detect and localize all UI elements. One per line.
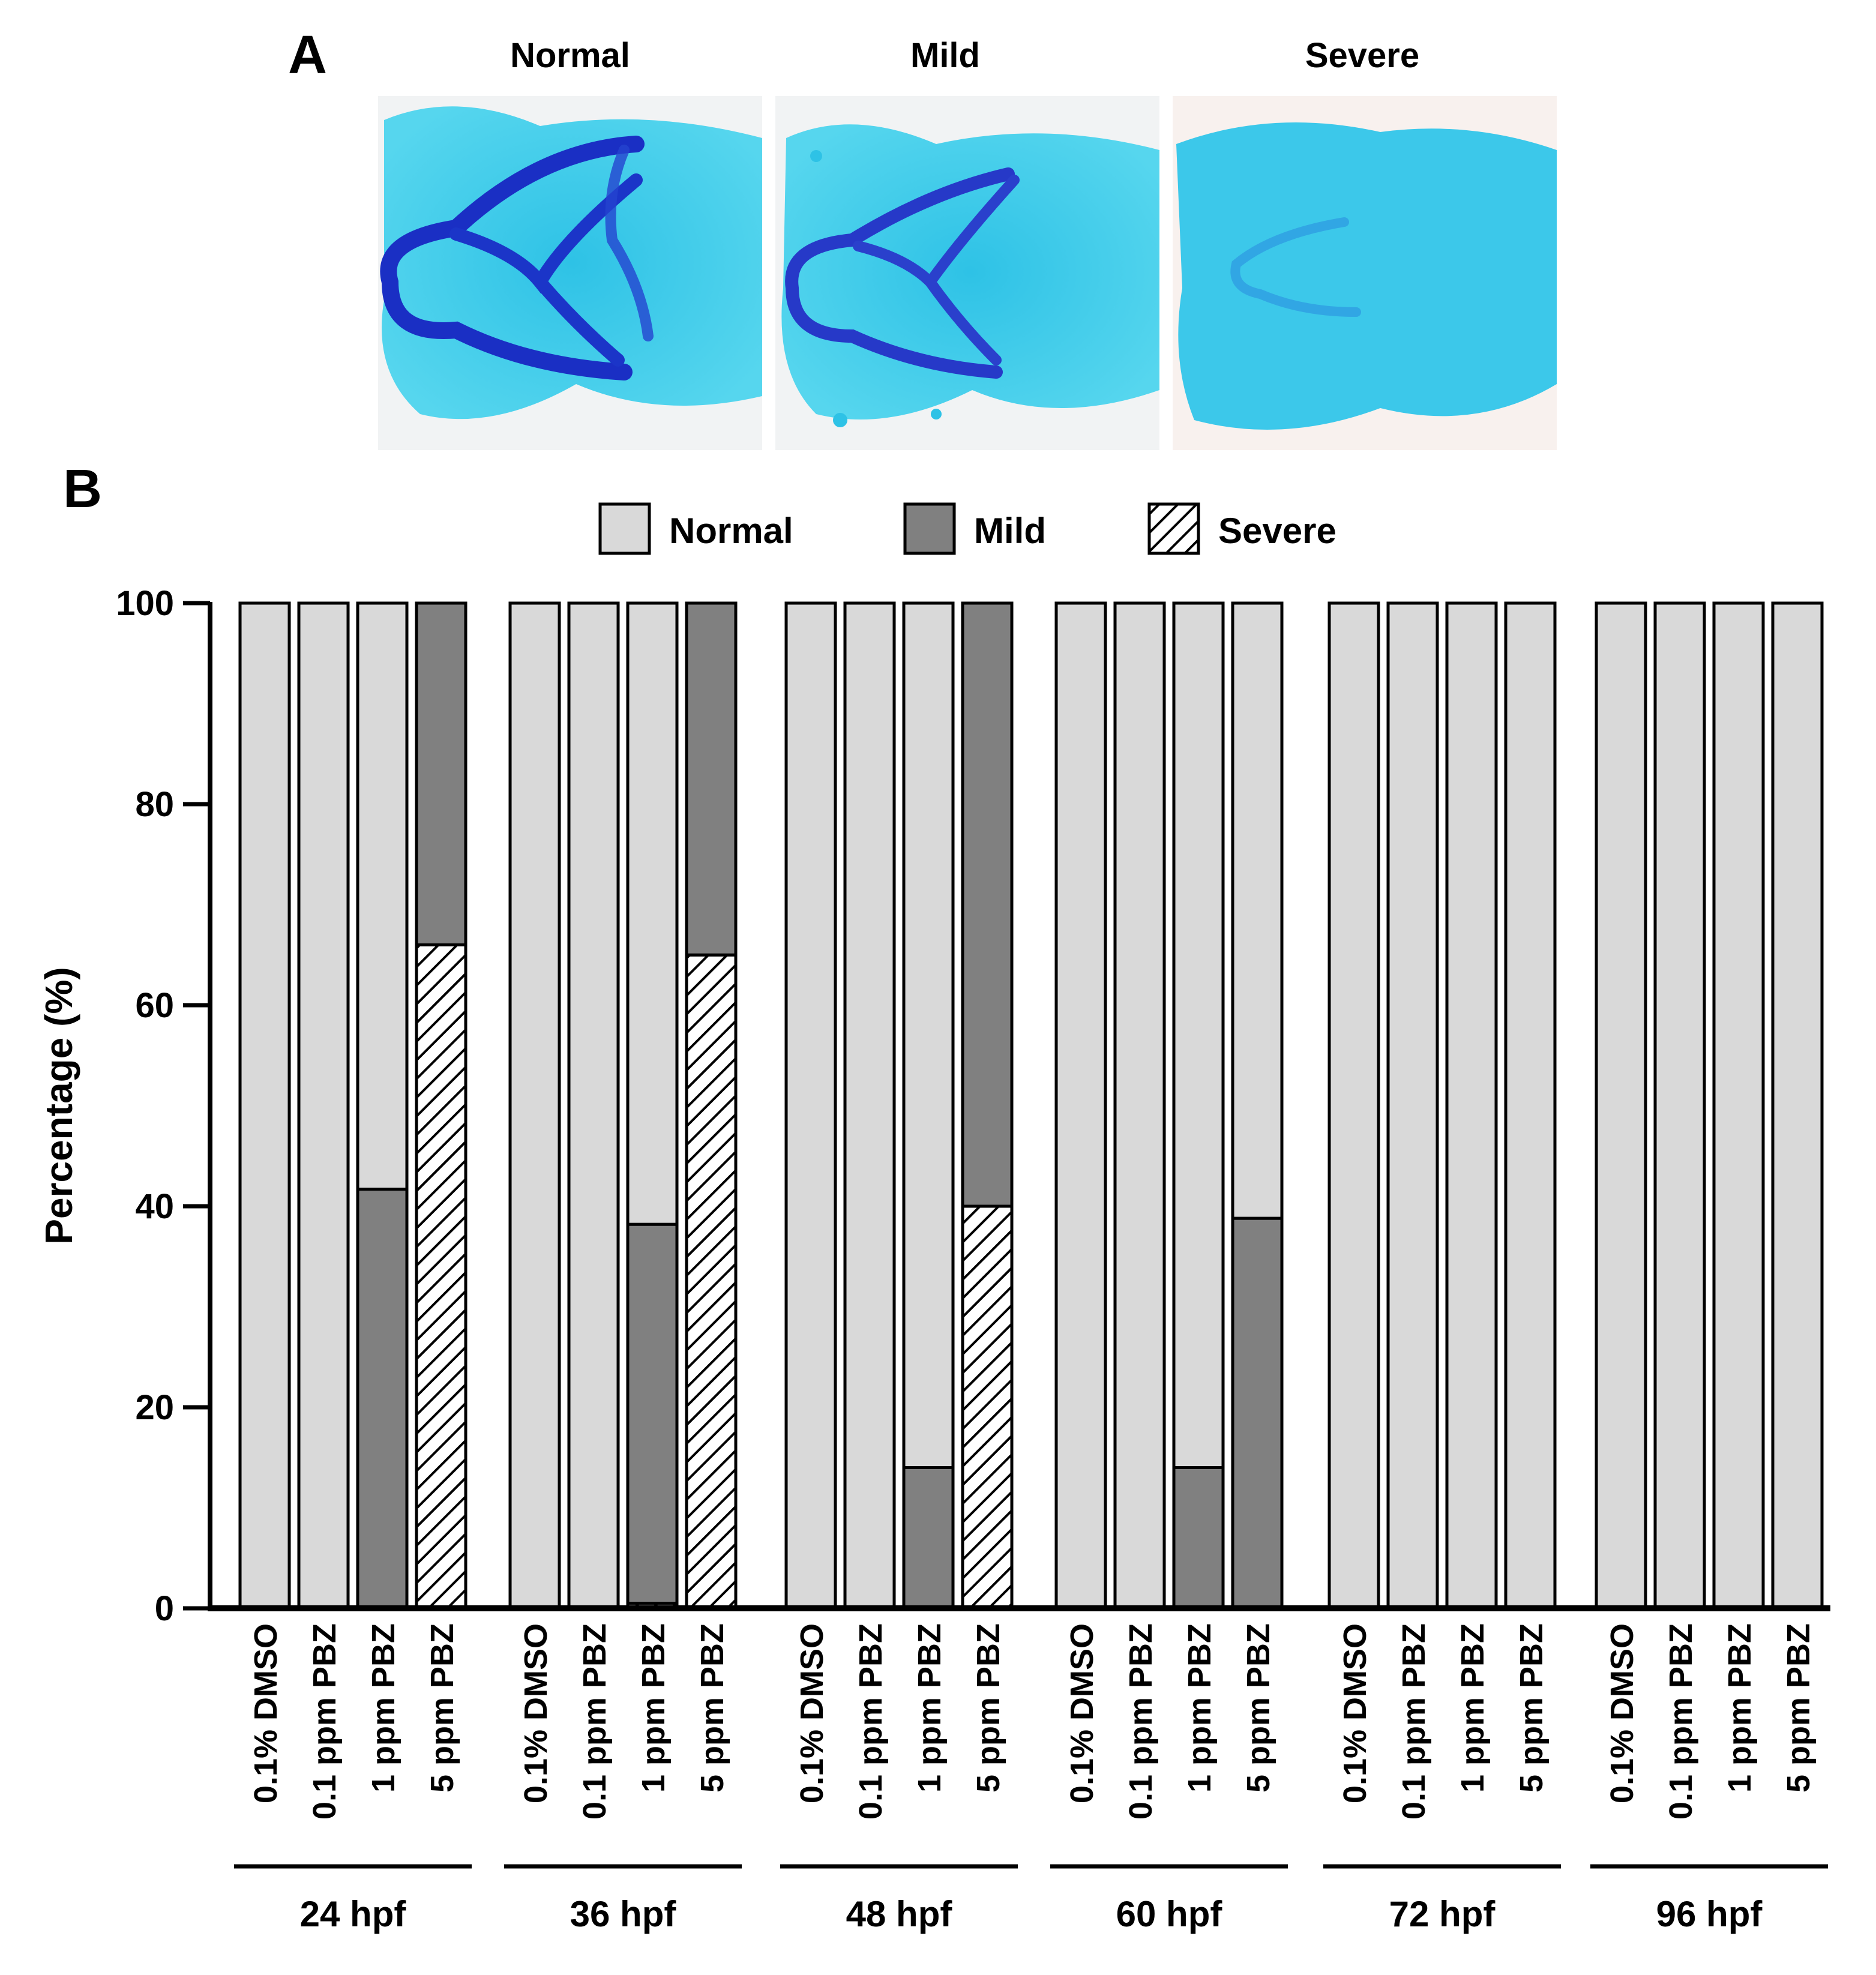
bar-segment-severe — [961, 1204, 1014, 1610]
bar-segment-normal — [843, 601, 896, 1610]
photo-normal-cartilage-jaw — [380, 136, 645, 380]
bar-segment-normal — [238, 601, 291, 1610]
panel-a: A Normal Mild Severe — [288, 25, 1557, 450]
group-label: 60 hpf — [1116, 1894, 1223, 1934]
bar-segment-normal — [1771, 601, 1824, 1610]
bar-segment-normal — [784, 601, 837, 1610]
y-tick-label: 80 — [135, 785, 174, 824]
legend-swatch-severe — [1147, 502, 1200, 555]
legend-label-normal: Normal — [669, 511, 793, 551]
stacked-bar-chart: 0 20 40 60 80 100 Percentage (%) 0.1% DMSO 0.1 p… — [37, 584, 1830, 1934]
category-label: 5 ppm PBZ — [1781, 1623, 1817, 1793]
category-label: 1 ppm PBZ — [912, 1623, 948, 1793]
legend: Normal Mild Severe — [598, 502, 1336, 555]
bar-segment-normal — [508, 601, 561, 1610]
photo-mild-speckle — [833, 413, 847, 427]
y-tick-label: 60 — [135, 986, 174, 1025]
category-label: 0.1 ppm PBZ — [307, 1623, 343, 1820]
photo-mild: Mild — [775, 36, 1159, 450]
category-label: 0.1% DMSO — [794, 1623, 830, 1803]
group-label: 24 hpf — [300, 1894, 407, 1934]
category-label: 0.1 ppm PBZ — [577, 1623, 613, 1820]
category-label: 1 ppm PBZ — [636, 1623, 672, 1793]
bar-segment-severe — [685, 953, 738, 1610]
category-label: 1 ppm PBZ — [1722, 1623, 1758, 1793]
group-label: 48 hpf — [846, 1894, 953, 1934]
photo-severe: Severe — [1173, 36, 1557, 450]
bar-segment-mild — [685, 601, 738, 957]
category-label: 0.1 ppm PBZ — [853, 1623, 889, 1820]
bar-segment-normal — [1712, 601, 1765, 1610]
bar-segment-normal — [1504, 601, 1557, 1610]
category-label: 0.1% DMSO — [1337, 1623, 1373, 1803]
legend-swatch-mild — [903, 502, 956, 555]
photo-severe-cartilage-faint — [1230, 217, 1361, 317]
bar-segment-normal — [1386, 601, 1439, 1610]
y-tick-label: 100 — [116, 584, 174, 623]
photo-title-mild: Mild — [910, 36, 980, 75]
group-label: 72 hpf — [1389, 1894, 1496, 1934]
bar-segment-normal — [297, 601, 350, 1610]
category-label: 5 ppm PBZ — [424, 1623, 460, 1793]
bar-segment-normal — [1113, 601, 1166, 1610]
category-label: 1 ppm PBZ — [1182, 1623, 1218, 1793]
photo-normal: Normal — [378, 36, 762, 450]
category-label: 0.1 ppm PBZ — [1396, 1623, 1432, 1820]
bar-segment-normal — [626, 601, 679, 1226]
bar-segment-normal — [567, 601, 620, 1610]
bar-segment-normal — [1054, 601, 1107, 1610]
category-label: 1 ppm PBZ — [365, 1623, 401, 1793]
bar-segment-normal — [1595, 601, 1647, 1610]
bar-segment-mild — [626, 1222, 679, 1605]
category-label: 0.1% DMSO — [248, 1623, 284, 1803]
photo-normal-cartilage-arch — [449, 173, 643, 367]
bar-segment-normal — [1231, 601, 1284, 1220]
photo-mild-speckle — [931, 409, 942, 419]
category-label: 1 ppm PBZ — [1455, 1623, 1491, 1793]
panel-a-letter: A — [288, 25, 327, 85]
category-label: 5 ppm PBZ — [970, 1623, 1006, 1793]
photo-severe-tissue — [1176, 122, 1557, 430]
group-label: 36 hpf — [570, 1894, 677, 1934]
photo-mild-cartilage-arch — [853, 175, 1020, 365]
bar-segment-normal — [1327, 601, 1380, 1610]
legend-label-severe: Severe — [1218, 511, 1336, 551]
bar-segment-normal — [1445, 601, 1498, 1610]
legend-swatch-normal — [598, 502, 651, 555]
bar-segment-severe — [415, 943, 467, 1610]
bar-segment-mild — [356, 1188, 409, 1610]
photo-mild-speckle — [810, 150, 822, 162]
y-tick-label: 40 — [135, 1187, 174, 1226]
category-label: 0.1% DMSO — [518, 1623, 554, 1803]
group-label: 96 hpf — [1656, 1894, 1763, 1934]
category-label: 5 ppm PBZ — [1514, 1623, 1550, 1793]
y-tick-label: 0 — [155, 1589, 174, 1628]
category-label: 5 ppm PBZ — [694, 1623, 730, 1793]
bar-segment-mild — [415, 601, 467, 946]
panel-b: B Normal Mild Severe 0 20 40 60 80 100 Percentag… — [37, 459, 1830, 1934]
bar-segment-mild — [1231, 1216, 1284, 1610]
photo-mild-cartilage-jaw — [785, 167, 1015, 379]
bar-segment-normal — [1653, 601, 1706, 1610]
bar-segment-mild — [1172, 1466, 1225, 1610]
legend-label-mild: Mild — [974, 511, 1046, 551]
photo-title-severe: Severe — [1305, 36, 1419, 75]
bar-segment-normal — [1172, 601, 1225, 1469]
category-label: 0.1 ppm PBZ — [1663, 1623, 1699, 1820]
category-label: 0.1 ppm PBZ — [1123, 1623, 1159, 1820]
bar-segment-normal — [356, 601, 409, 1191]
bar-segment-mild — [902, 1466, 955, 1610]
category-label: 5 ppm PBZ — [1240, 1623, 1276, 1793]
category-label: 0.1% DMSO — [1604, 1623, 1640, 1803]
panel-b-letter: B — [63, 459, 102, 519]
y-axis-title: Percentage (%) — [37, 967, 80, 1244]
category-label: 0.1% DMSO — [1064, 1623, 1100, 1803]
bar-segment-normal — [902, 601, 955, 1469]
y-tick-label: 20 — [135, 1388, 174, 1427]
bar-segment-mild — [961, 601, 1014, 1208]
photo-normal-cartilage-rear — [605, 145, 654, 341]
photo-title-normal: Normal — [510, 36, 630, 75]
